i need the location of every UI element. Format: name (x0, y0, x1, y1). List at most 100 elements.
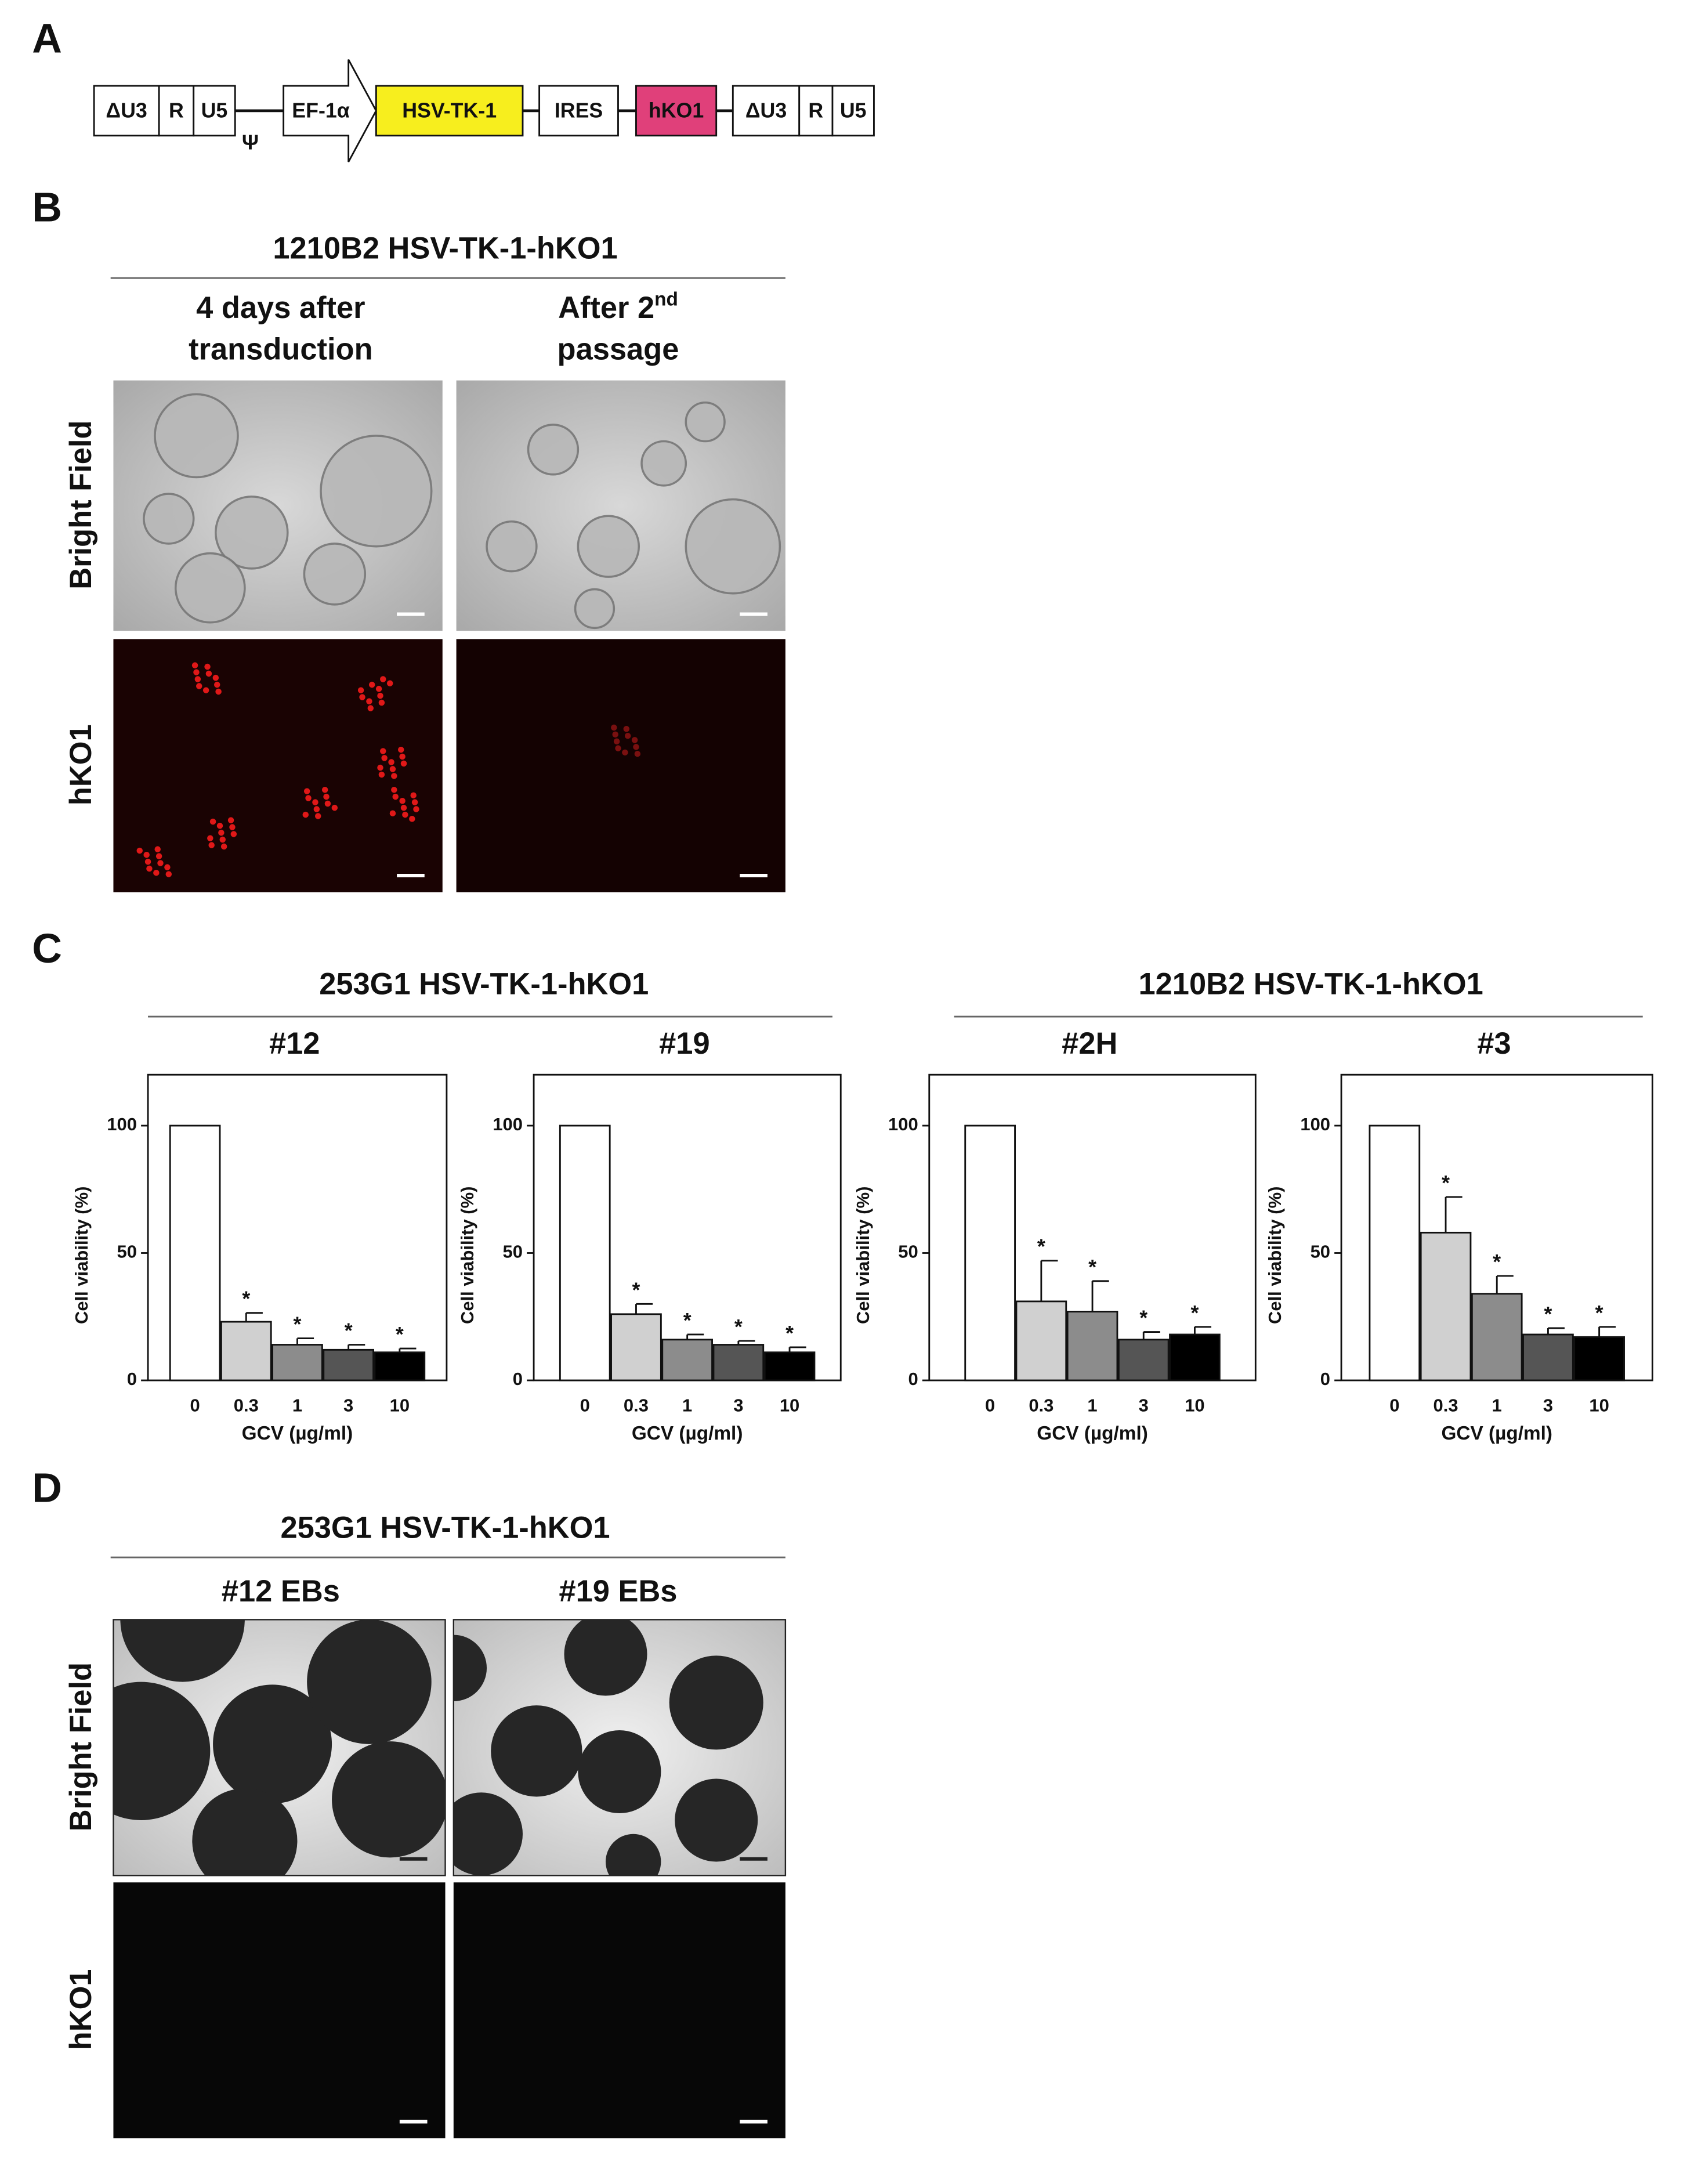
construct-label: U5 (201, 99, 228, 122)
error-bar (1547, 1327, 1565, 1335)
y-tick-label: 0 (1320, 1369, 1330, 1389)
fluorescence (313, 806, 320, 812)
fluorescence (399, 798, 406, 804)
embryoid-body (606, 1834, 661, 1876)
error-bar (1598, 1326, 1616, 1337)
construct-label: R (169, 99, 184, 122)
fluorescence (623, 726, 630, 732)
chart-title: #3 (1477, 1027, 1511, 1061)
fluorescence (303, 788, 310, 794)
fluorescence (215, 688, 222, 695)
fluorescence (366, 698, 372, 704)
micrograph (453, 1882, 785, 2139)
fluorescence (146, 865, 153, 872)
fluorescence (392, 793, 399, 800)
construct-label: EF-1α (292, 99, 349, 122)
fluorescence (611, 724, 617, 731)
colony (215, 496, 289, 570)
significance-marker: * (396, 1323, 404, 1346)
error-bar (1194, 1326, 1212, 1335)
construct-box (93, 85, 160, 137)
bar (1015, 1300, 1067, 1382)
x-tick-label: 10 (780, 1395, 799, 1415)
significance-marker: * (294, 1313, 302, 1336)
row-label: Bright Field (64, 1662, 98, 1831)
fluorescence (143, 851, 150, 858)
construct-label: ΔU3 (106, 99, 147, 122)
y-tick-label: 100 (107, 1114, 137, 1134)
panel-title: 253G1 HSV-TK-1-hKO1 (280, 1511, 610, 1545)
error-bar (788, 1346, 806, 1353)
embryoid-body (120, 1619, 245, 1682)
packaging-signal: Ψ (242, 131, 259, 154)
fluorescence (634, 750, 641, 757)
significance-marker: * (1037, 1235, 1045, 1259)
fluorescence (196, 683, 202, 689)
fluorescence (377, 764, 383, 771)
fluorescence (324, 800, 331, 807)
embryoid-body (213, 1684, 332, 1804)
fluorescence (155, 853, 162, 859)
bar (1471, 1293, 1523, 1382)
fluorescence (165, 871, 172, 877)
y-tick-label: 50 (1310, 1242, 1330, 1262)
fluorescence (144, 858, 151, 865)
significance-marker: * (242, 1288, 250, 1311)
fluorescence (622, 749, 628, 756)
fluorescence (209, 818, 216, 825)
error-bar (686, 1333, 704, 1340)
bar (1420, 1231, 1472, 1382)
error-bar (1040, 1260, 1058, 1301)
embryoid-body (491, 1705, 582, 1797)
x-tick-label: 10 (390, 1395, 410, 1415)
fluorescence (227, 817, 234, 823)
y-tick-label: 0 (127, 1369, 137, 1389)
fluorescence (205, 670, 212, 677)
significance-marker: * (683, 1309, 692, 1332)
panel-label: D (32, 1465, 62, 1512)
x-axis-label: GCV (µg/ml) (1441, 1423, 1552, 1444)
row-label: hKO1 (64, 1969, 98, 2051)
fluorescence (411, 799, 418, 805)
bar (1169, 1333, 1221, 1382)
fluorescence (164, 864, 171, 870)
fluorescence (386, 680, 393, 686)
y-tick-label: 0 (908, 1369, 918, 1389)
bar (323, 1348, 375, 1382)
colony (640, 440, 687, 487)
panel-title: 1210B2 HSV-TK-1-hKO1 (273, 232, 617, 265)
fluorescence (136, 847, 143, 854)
y-tick-label: 50 (898, 1242, 918, 1262)
colony (574, 588, 616, 630)
micrograph (113, 1619, 446, 1876)
fluorescence (191, 662, 198, 668)
micrograph (456, 639, 785, 892)
fluorescence (204, 663, 211, 670)
significance-marker: * (1190, 1301, 1199, 1325)
bar (220, 1321, 272, 1382)
bar (169, 1124, 221, 1382)
x-tick-label: 1 (1492, 1395, 1502, 1415)
column-header: passage (557, 332, 679, 366)
fluorescence (413, 806, 419, 812)
x-tick-label: 0.3 (624, 1395, 649, 1415)
bar (1573, 1336, 1625, 1382)
eb-group (113, 1619, 446, 1876)
micrograph (113, 380, 443, 631)
error-bar (1496, 1275, 1514, 1294)
construct-label: HSV-TK-1 (402, 99, 497, 122)
fluorescence (400, 804, 407, 811)
row-label: Bright Field (64, 421, 98, 590)
group-title: 1210B2 HSV-TK-1-hKO1 (1139, 967, 1483, 1001)
embryoid-body (113, 1682, 211, 1820)
fluorescence (613, 738, 620, 744)
fluorescence (216, 822, 223, 829)
embryoid-body (192, 1788, 298, 1876)
bar (1066, 1311, 1118, 1382)
x-tick-label: 10 (1185, 1395, 1204, 1415)
group-title: 253G1 HSV-TK-1-hKO1 (319, 967, 649, 1001)
colony (577, 515, 640, 578)
fluorescence (194, 676, 201, 682)
colony (486, 520, 538, 573)
fluorescence (399, 753, 406, 760)
